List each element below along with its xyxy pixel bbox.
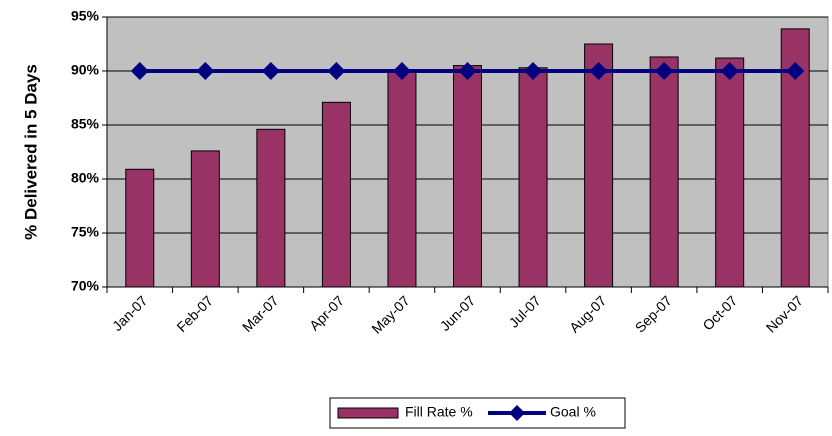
- bar: [518, 67, 548, 288]
- bar: [453, 65, 482, 288]
- x-tick-label: Oct-07: [699, 292, 740, 333]
- x-tick-label: Sep-07: [632, 292, 675, 335]
- bar: [321, 101, 351, 288]
- legend-marker: [509, 405, 525, 421]
- x-tick-label: Feb-07: [173, 292, 216, 335]
- y-tick-label: 75%: [71, 224, 100, 240]
- bar: [387, 71, 417, 288]
- x-tick-label: Jun-07: [437, 292, 479, 334]
- bar: [256, 128, 286, 288]
- goal-marker: [130, 62, 149, 80]
- legend-swatch: [337, 407, 399, 419]
- y-axis-label: % Delivered in 5 Days: [21, 64, 40, 240]
- bar: [190, 150, 220, 288]
- legend-label: Goal %: [550, 404, 596, 420]
- goal-marker: [655, 62, 674, 80]
- y-tick-label: 90%: [71, 62, 100, 78]
- goal-marker: [261, 62, 280, 80]
- x-tick-label: Nov-07: [763, 292, 806, 335]
- x-tick-label: Jul-07: [506, 292, 544, 330]
- goal-marker: [786, 62, 805, 80]
- goal-marker: [392, 62, 411, 80]
- goal-marker: [524, 62, 543, 80]
- y-tick-label: 80%: [71, 170, 100, 186]
- x-tick-label: Jan-07: [109, 292, 151, 334]
- bar: [125, 168, 155, 288]
- goal-marker: [589, 62, 608, 80]
- legend-label: Fill Rate %: [405, 404, 473, 420]
- y-tick-label: 70%: [71, 278, 100, 294]
- x-tick-label: Apr-07: [306, 292, 347, 333]
- bar: [649, 56, 679, 288]
- y-tick-label: 85%: [71, 116, 100, 132]
- goal-marker: [327, 62, 346, 80]
- goal-marker: [720, 62, 739, 80]
- bar: [715, 57, 745, 288]
- y-tick-label: 95%: [71, 8, 100, 24]
- bar: [584, 43, 614, 288]
- x-tick-label: May-07: [368, 292, 412, 336]
- x-tick-label: Aug-07: [566, 292, 609, 335]
- goal-marker: [196, 62, 215, 80]
- goal-marker: [458, 62, 477, 80]
- x-tick-label: Mar-07: [239, 292, 282, 335]
